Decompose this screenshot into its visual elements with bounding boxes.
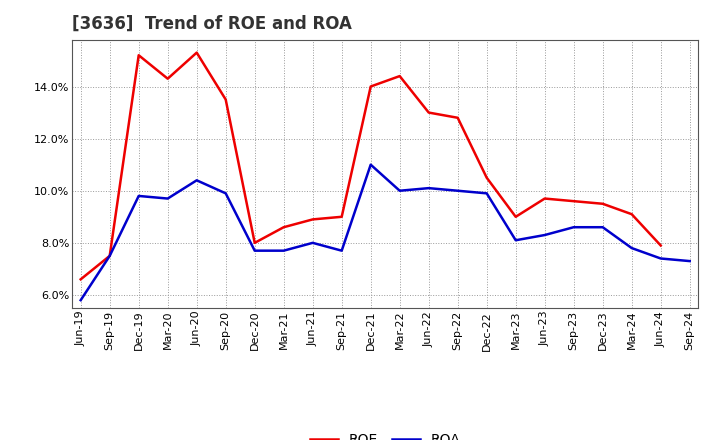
ROA bbox=[511, 238, 520, 243]
ROE bbox=[192, 50, 201, 55]
ROA bbox=[308, 240, 317, 246]
ROE bbox=[570, 198, 578, 204]
ROE bbox=[598, 201, 607, 206]
ROE bbox=[395, 73, 404, 79]
ROE bbox=[482, 175, 491, 180]
ROE bbox=[76, 277, 85, 282]
ROA bbox=[395, 188, 404, 193]
ROA bbox=[221, 191, 230, 196]
ROE bbox=[105, 253, 114, 259]
ROA bbox=[657, 256, 665, 261]
ROE bbox=[279, 224, 288, 230]
ROE bbox=[541, 196, 549, 201]
ROA bbox=[541, 232, 549, 238]
ROE bbox=[251, 240, 259, 246]
ROA bbox=[482, 191, 491, 196]
ROE bbox=[657, 243, 665, 248]
ROA bbox=[627, 246, 636, 251]
ROA bbox=[454, 188, 462, 193]
ROA bbox=[570, 224, 578, 230]
Text: [3636]  Trend of ROE and ROA: [3636] Trend of ROE and ROA bbox=[72, 15, 352, 33]
ROE bbox=[221, 97, 230, 102]
ROA bbox=[105, 253, 114, 259]
ROE bbox=[424, 110, 433, 115]
ROA bbox=[685, 258, 694, 264]
ROE bbox=[308, 217, 317, 222]
ROE bbox=[454, 115, 462, 121]
ROA bbox=[76, 297, 85, 303]
ROA bbox=[279, 248, 288, 253]
ROE bbox=[135, 53, 143, 58]
ROE bbox=[511, 214, 520, 220]
ROA bbox=[424, 186, 433, 191]
ROA bbox=[366, 162, 375, 167]
ROA bbox=[251, 248, 259, 253]
ROE bbox=[627, 212, 636, 217]
ROE bbox=[366, 84, 375, 89]
ROE bbox=[163, 76, 172, 81]
ROA bbox=[135, 193, 143, 198]
ROE bbox=[338, 214, 346, 220]
ROA bbox=[163, 196, 172, 201]
Line: ROE: ROE bbox=[81, 53, 661, 279]
ROA bbox=[338, 248, 346, 253]
ROA bbox=[192, 178, 201, 183]
Line: ROA: ROA bbox=[81, 165, 690, 300]
Legend: ROE, ROA: ROE, ROA bbox=[305, 428, 466, 440]
ROA bbox=[598, 224, 607, 230]
